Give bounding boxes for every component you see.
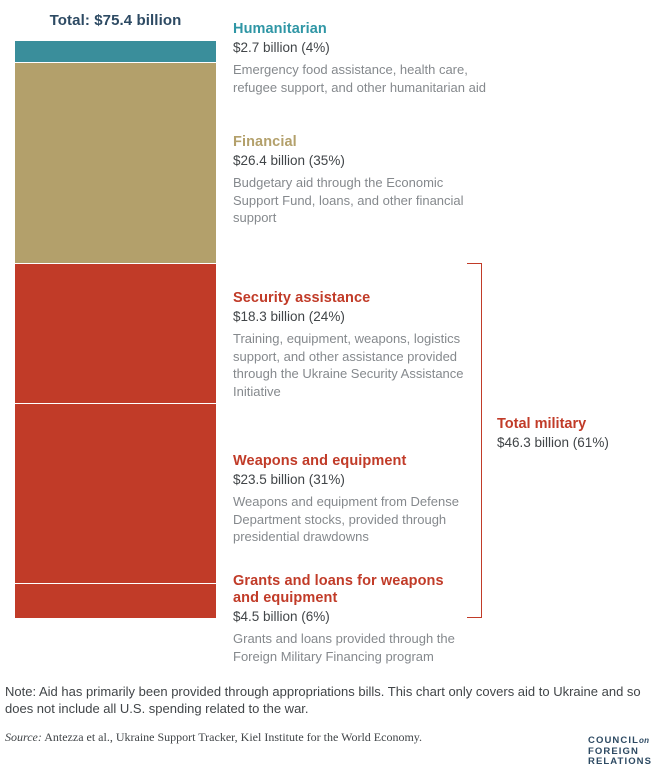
footnote: Note: Aid has primarily been provided th… <box>5 684 641 716</box>
logo-line-2: FOREIGN <box>588 745 639 757</box>
logo-on: on <box>638 736 650 745</box>
annotation-description: Emergency food assistance, health care, … <box>233 62 486 95</box>
annotation-description: Grants and loans provided through the Fo… <box>233 631 455 664</box>
total-military-label: Total military <box>497 416 587 432</box>
annotation-description: Training, equipment, weapons, logistics … <box>233 331 464 399</box>
annotation-label: Humanitarian <box>233 21 327 37</box>
annotation-humanitarian: Humanitarian $2.7 billion (4%) Emergency… <box>233 21 488 96</box>
annotation-label: Weapons and equipment <box>233 453 407 469</box>
source-label: Source: <box>5 730 42 744</box>
chart-title: Total: $75.4 billion <box>49 12 182 29</box>
total-military-value: $46.3 billion (61%) <box>497 435 609 450</box>
annotation-security-assistance: Security assistance $18.3 billion (24%) … <box>233 290 488 400</box>
annotation-label: Financial <box>233 134 297 150</box>
total-military-annotation: Total military $46.3 billion (61%) <box>497 415 647 452</box>
annotation-description: Weapons and equipment from Defense Depar… <box>233 494 459 544</box>
source-line: Source: Antezza et al., Ukraine Support … <box>5 730 525 745</box>
annotation-value: $4.5 billion (6%) <box>233 609 330 624</box>
annotation-description: Budgetary aid through the Economic Suppo… <box>233 175 464 225</box>
logo-line-1: COUNCILon <box>588 735 650 746</box>
bar-segment-grants-loans <box>15 582 216 618</box>
bar-segment-weapons-equipment <box>15 403 216 583</box>
bar-segment-security-assistance <box>15 263 216 404</box>
total-military-bracket <box>467 263 482 618</box>
annotation-grants-loans: Grants and loans for weapons and equipme… <box>233 573 488 665</box>
stacked-bar <box>15 41 216 618</box>
annotation-value: $23.5 billion (31%) <box>233 472 345 487</box>
logo-line-3: RELATIONS <box>588 756 653 767</box>
annotation-value: $18.3 billion (24%) <box>233 309 345 324</box>
annotation-financial: Financial $26.4 billion (35%) Budgetary … <box>233 134 488 227</box>
annotation-value: $2.7 billion (4%) <box>233 40 330 55</box>
bar-segment-humanitarian <box>15 41 216 62</box>
annotation-label: Grants and loans for weapons and equipme… <box>233 573 444 606</box>
annotation-label: Security assistance <box>233 290 371 306</box>
bar-segment-financial <box>15 61 216 264</box>
annotation-weapons-equipment: Weapons and equipment $23.5 billion (31%… <box>233 453 488 546</box>
annotation-value: $26.4 billion (35%) <box>233 153 345 168</box>
cfr-logo: COUNCILon FOREIGN RELATIONS <box>588 735 656 768</box>
source-text: Antezza et al., Ukraine Support Tracker,… <box>41 730 423 744</box>
